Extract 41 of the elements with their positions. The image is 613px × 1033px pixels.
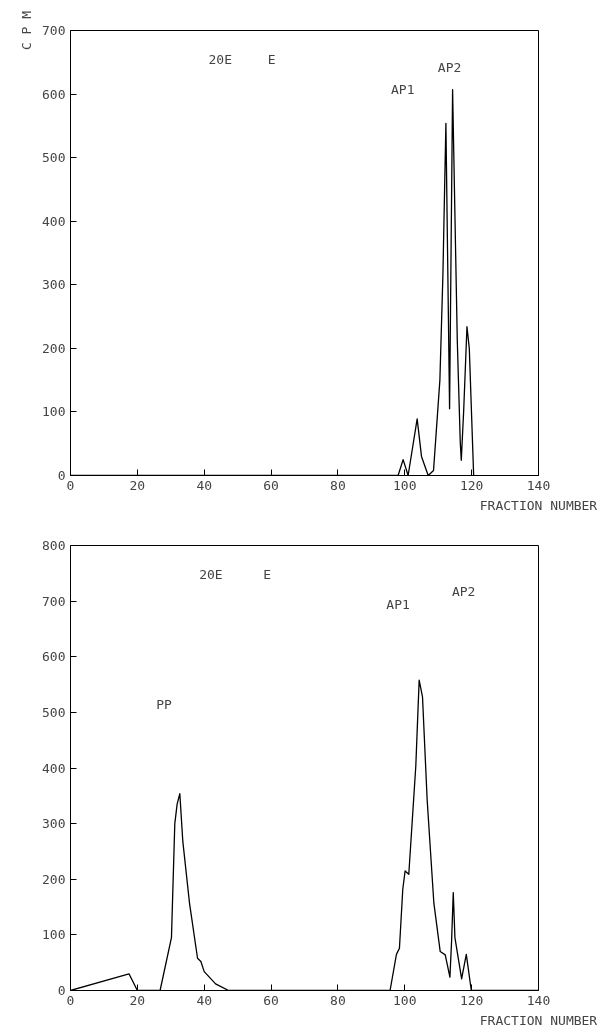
y-tick-label: 600 <box>42 86 66 102</box>
y-tick-label: 100 <box>42 404 66 420</box>
x-tick-label: 140 <box>526 992 551 1008</box>
y-tick-label: 200 <box>42 871 66 887</box>
x-tick-label: 120 <box>459 477 484 493</box>
annotation: PP <box>156 697 173 713</box>
x-tick-label: 20 <box>129 992 146 1008</box>
x-tick-label: 80 <box>330 477 346 493</box>
y-tick-label: 600 <box>42 649 66 665</box>
x-tick-label: 20 <box>129 477 146 493</box>
x-tick-label: 80 <box>330 992 346 1008</box>
annotation: 20E <box>199 566 223 582</box>
x-tick-label: 60 <box>263 992 279 1008</box>
x-tick-label: 140 <box>526 477 551 493</box>
y-tick-label: 400 <box>42 213 66 229</box>
x-tick-label: 100 <box>393 477 417 493</box>
annotation: E <box>263 566 271 582</box>
y-tick-label: 700 <box>42 593 66 609</box>
y-tick-label: 300 <box>42 816 66 832</box>
annotation: AP1 <box>391 82 415 98</box>
annotation: E <box>267 51 276 67</box>
x-tick-label: 60 <box>263 477 279 493</box>
y-tick-label: 200 <box>42 340 66 356</box>
y-axis-title: C P M <box>19 10 35 51</box>
x-axis-title: FRACTION NUMBER <box>479 1012 598 1028</box>
x-tick-label: 40 <box>196 992 213 1008</box>
x-tick-label: 40 <box>196 477 213 493</box>
y-tick-label: 300 <box>42 277 66 293</box>
annotation: AP2 <box>451 584 476 599</box>
y-tick-label: 800 <box>42 538 66 553</box>
x-axis-title: FRACTION NUMBER <box>479 497 598 513</box>
y-tick-label: 400 <box>42 760 66 776</box>
x-tick-label: 100 <box>393 992 417 1008</box>
annotation: AP2 <box>437 60 462 76</box>
x-tick-label: 120 <box>459 992 484 1008</box>
y-tick-label: 100 <box>42 927 66 943</box>
y-tick-label: 700 <box>42 23 66 38</box>
annotation: AP1 <box>386 597 410 613</box>
y-tick-label: 500 <box>42 704 66 720</box>
annotation: 20E <box>208 51 232 67</box>
y-tick-label: 500 <box>42 150 66 166</box>
